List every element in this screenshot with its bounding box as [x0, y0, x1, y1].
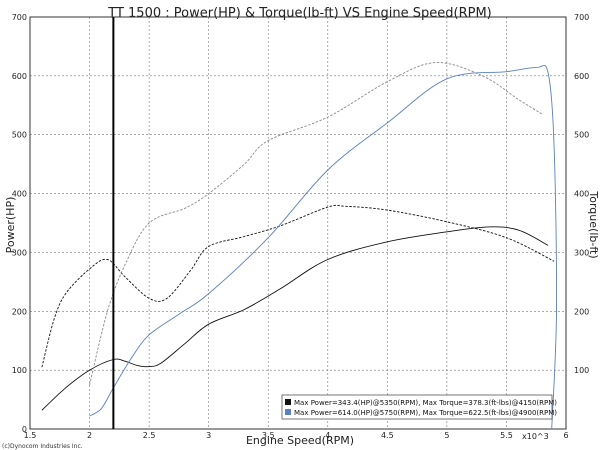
x-tick-label: 2 [87, 431, 92, 440]
chart-title: TT 1500 : Power(HP) & Torque(lb-ft) VS E… [107, 6, 492, 21]
y-axis-title-left: Power(HP) [4, 197, 17, 254]
x-tick-label: 4 [325, 431, 330, 440]
y-tick-label-left: 600 [12, 72, 27, 81]
series [41, 62, 558, 430]
legend-box [281, 394, 553, 420]
y-tick-label-left: 300 [12, 248, 27, 257]
y-tick-label-right: 500 [574, 131, 589, 140]
x-tick-label: 3 [206, 431, 211, 440]
legend-swatch-run2 [285, 409, 291, 415]
x-tick-label: 6 [563, 431, 568, 440]
y-tick-label-right: 400 [574, 190, 589, 199]
y-tick-label-right: 600 [574, 72, 589, 81]
x-tick-label: 4.5 [381, 431, 394, 440]
y-tick-label-left: 100 [12, 366, 27, 375]
tick-labels: 1.5 2 2.5 3 3.5 4 4.5 5 5.5 6 0 100 200 300 400 500 600 7… [12, 13, 590, 440]
y-tick-label-right: 200 [574, 307, 589, 316]
x-tick-label: 2.5 [143, 431, 156, 440]
y-tick-label-left: 0 [22, 425, 27, 434]
series-line-run1-torque [41, 204, 555, 368]
y-tick-label-left: 400 [12, 190, 27, 199]
x-tick-label: 3.5 [262, 431, 275, 440]
y-tick-label-left: 500 [12, 131, 27, 140]
series-line-run2-power [89, 64, 558, 430]
series-line-run2-torque [89, 62, 543, 386]
y-tick-label-right: 300 [574, 248, 589, 257]
y-tick-label-right: 700 [574, 13, 589, 22]
legend-entry-run1: Max Power=343.4(HP)@5350(RPM), Max Torqu… [294, 399, 557, 407]
series-line-run1-power [41, 226, 549, 411]
y-tick-label-left: 700 [12, 13, 27, 22]
legend: Max Power=343.4(HP)@5350(RPM), Max Torqu… [281, 394, 557, 420]
y-tick-label-left: 200 [12, 307, 27, 316]
y-axis-title-right: Torque(lb-ft) [587, 190, 600, 258]
legend-entry-run2: Max Power=614.0(HP)@5750(RPM), Max Torqu… [294, 409, 557, 417]
x-axis-multiplier: x10^3 [522, 432, 549, 441]
x-tick-label: 5.5 [500, 431, 513, 440]
y-tick-label-right: 100 [574, 366, 589, 375]
x-tick-label: 1.5 [24, 431, 37, 440]
grid [29, 16, 567, 430]
x-axis-title: Engine Speed(RPM) [246, 434, 354, 447]
plot-frame [29, 16, 567, 430]
legend-swatch-run1 [285, 399, 291, 405]
credit-text: (c)Dynocom Industries Inc. [2, 443, 83, 450]
x-tick-label: 5 [444, 431, 449, 440]
